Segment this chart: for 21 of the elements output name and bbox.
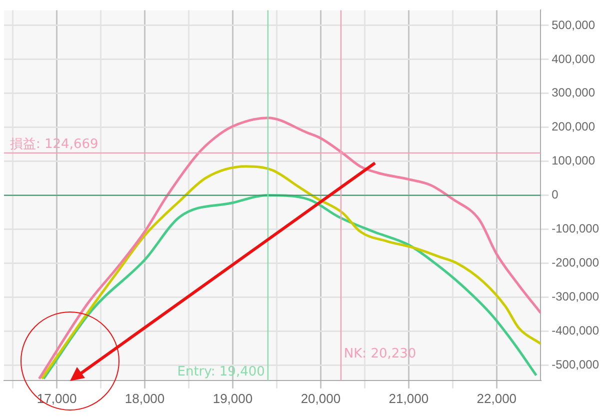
ref-line-label: 損益: 124,669 (10, 136, 98, 152)
x-tick-label: 22,000 (476, 390, 517, 406)
x-tick-label: 19,000 (212, 390, 253, 406)
y-tick-label: 0 (552, 188, 559, 202)
y-tick-label: -300,000 (552, 290, 600, 304)
y-tick-label: 500,000 (552, 18, 596, 32)
x-tick-label: 17,000 (36, 390, 77, 406)
y-tick-label: -500,000 (552, 357, 600, 372)
y-tick-label: 200,000 (552, 120, 596, 134)
y-tick-label: 100,000 (552, 154, 596, 168)
y-tick-label: -100,000 (552, 222, 600, 236)
y-tick-label: -200,000 (552, 256, 600, 270)
y-tick-label: 400,000 (552, 52, 596, 66)
y-tick-label: -400,000 (552, 323, 600, 338)
x-tick-label: 21,000 (388, 390, 429, 406)
y-tick-label: 300,000 (552, 86, 596, 100)
line-series (38, 116, 541, 380)
x-tick-label: 20,000 (300, 390, 341, 406)
ref-line-label: NK: 20,230 (344, 346, 416, 362)
x-tick-label: 18,000 (124, 390, 165, 406)
ref-line-label: Entry: 19,400 (177, 364, 265, 380)
